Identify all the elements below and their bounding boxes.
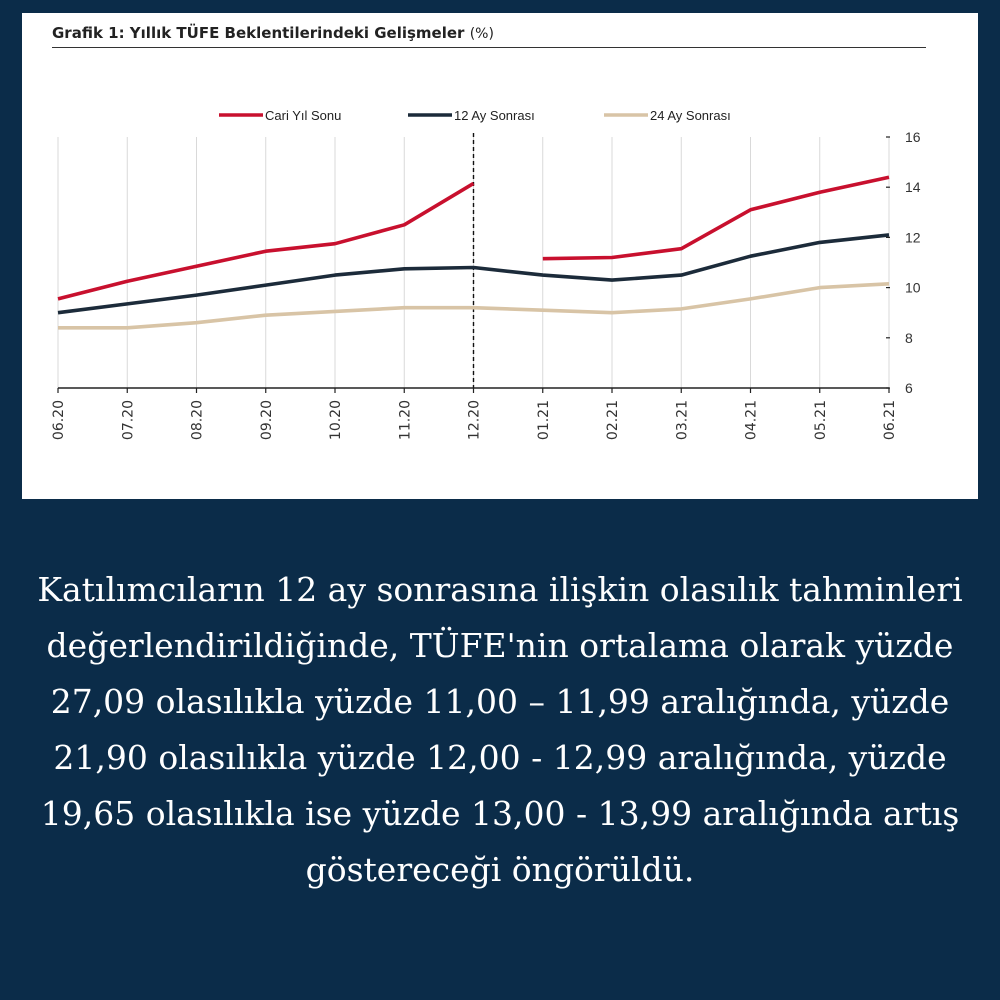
x-tick-label: 06.21 [882,400,898,440]
x-tick-label: 03.21 [674,400,690,440]
title-divider [52,47,926,48]
caption-text: Katılımcıların 12 ay sonrasına ilişkin o… [37,570,963,889]
x-tick-label: 06.20 [51,400,67,440]
legend-label-3: 24 Ay Sonrası [650,108,731,123]
x-tick-label: 12.20 [467,400,483,440]
legend-label-2: 12 Ay Sonrası [454,108,535,123]
y-tick-label: 10 [905,280,921,296]
x-tick-label: 01.21 [536,400,552,440]
x-tick-label: 02.21 [605,400,621,440]
chart-title: Grafik 1: Yıllık TÜFE Beklentilerindeki … [52,24,494,42]
y-tick-label: 14 [905,179,921,195]
x-tick-label: 07.20 [120,400,136,440]
x-tick-label: 08.20 [190,400,206,440]
series-line-1 [57,175,890,301]
x-tick-label: 09.20 [259,400,275,440]
series-line-2 [57,233,890,315]
legend-label-1: Cari Yıl Sonu [265,108,341,123]
x-tick-label: 10.20 [328,400,344,440]
series-line-3 [58,282,890,330]
y-tick-label: 6 [905,380,913,396]
x-tick-label: 11.20 [397,400,413,440]
chart-panel: Grafik 1: Yıllık TÜFE Beklentilerindeki … [22,13,978,499]
line-chart: 16 14 12 10 8 6 06.20 07.20 08.20 09.20 10.20 11.20… [51,108,921,440]
x-tick-label: 04.21 [744,400,760,440]
chart-unit: (%) [469,26,494,42]
y-tick-label: 8 [905,330,913,346]
y-tick-label: 16 [905,129,921,145]
x-tick-label: 05.21 [813,400,829,440]
y-tick-label: 12 [905,229,921,245]
